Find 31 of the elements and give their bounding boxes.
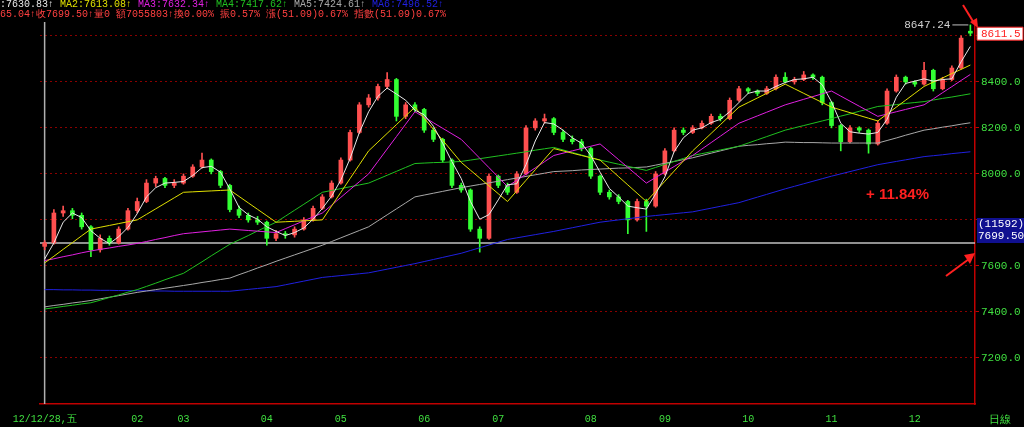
y-tick-label: 7200.0 <box>981 351 1021 364</box>
annotation: 8647.24 <box>904 18 951 31</box>
y-tick-label: 8000.0 <box>981 167 1021 180</box>
annotation: + 11.84% <box>866 185 929 203</box>
text: MA4:7417.62↑ <box>216 0 289 10</box>
x-tick-label: 07 <box>492 413 505 425</box>
x-tick-label: 04 <box>260 413 273 425</box>
x-tick-label: 12 <box>908 413 921 425</box>
x-tick-label: 12/12/28,五 <box>12 413 77 425</box>
text: MA5:7424.61↑ <box>294 0 367 10</box>
y-tick-label: 7400.0 <box>981 305 1021 318</box>
text: MA6:7496.52↑ <box>372 0 445 10</box>
x-tick-label: 05 <box>334 413 347 425</box>
x-tick-label: 09 <box>658 413 671 425</box>
text: 日線 <box>988 413 1011 426</box>
text: MA2:7613.08↑ <box>60 0 133 10</box>
text: :7630.83↑ <box>0 0 55 10</box>
ref-line-label: 7699.50 <box>978 230 1024 243</box>
text: MA3:7632.34↑ <box>138 0 211 10</box>
x-tick-label: 10 <box>742 413 755 425</box>
x-tick-label: 06 <box>418 413 431 425</box>
y-tick-label: 7600.0 <box>981 259 1021 272</box>
text: (11592) <box>978 217 1024 230</box>
y-tick-label: 8200.0 <box>981 121 1021 134</box>
x-tick-label: 02 <box>131 413 144 425</box>
y-tick-label: 8400.0 <box>981 75 1021 88</box>
x-tick-label: 08 <box>584 413 597 425</box>
x-tick-label: 11 <box>825 413 838 425</box>
text: 8611.5 <box>981 27 1021 40</box>
x-tick-label: 03 <box>177 413 190 425</box>
text: 65.04↑收7699.50↑量0 額7055803↑換0.00% 振0.57% 漲(51.09)0.67% 指數(51.09)0.67% <box>0 9 448 20</box>
